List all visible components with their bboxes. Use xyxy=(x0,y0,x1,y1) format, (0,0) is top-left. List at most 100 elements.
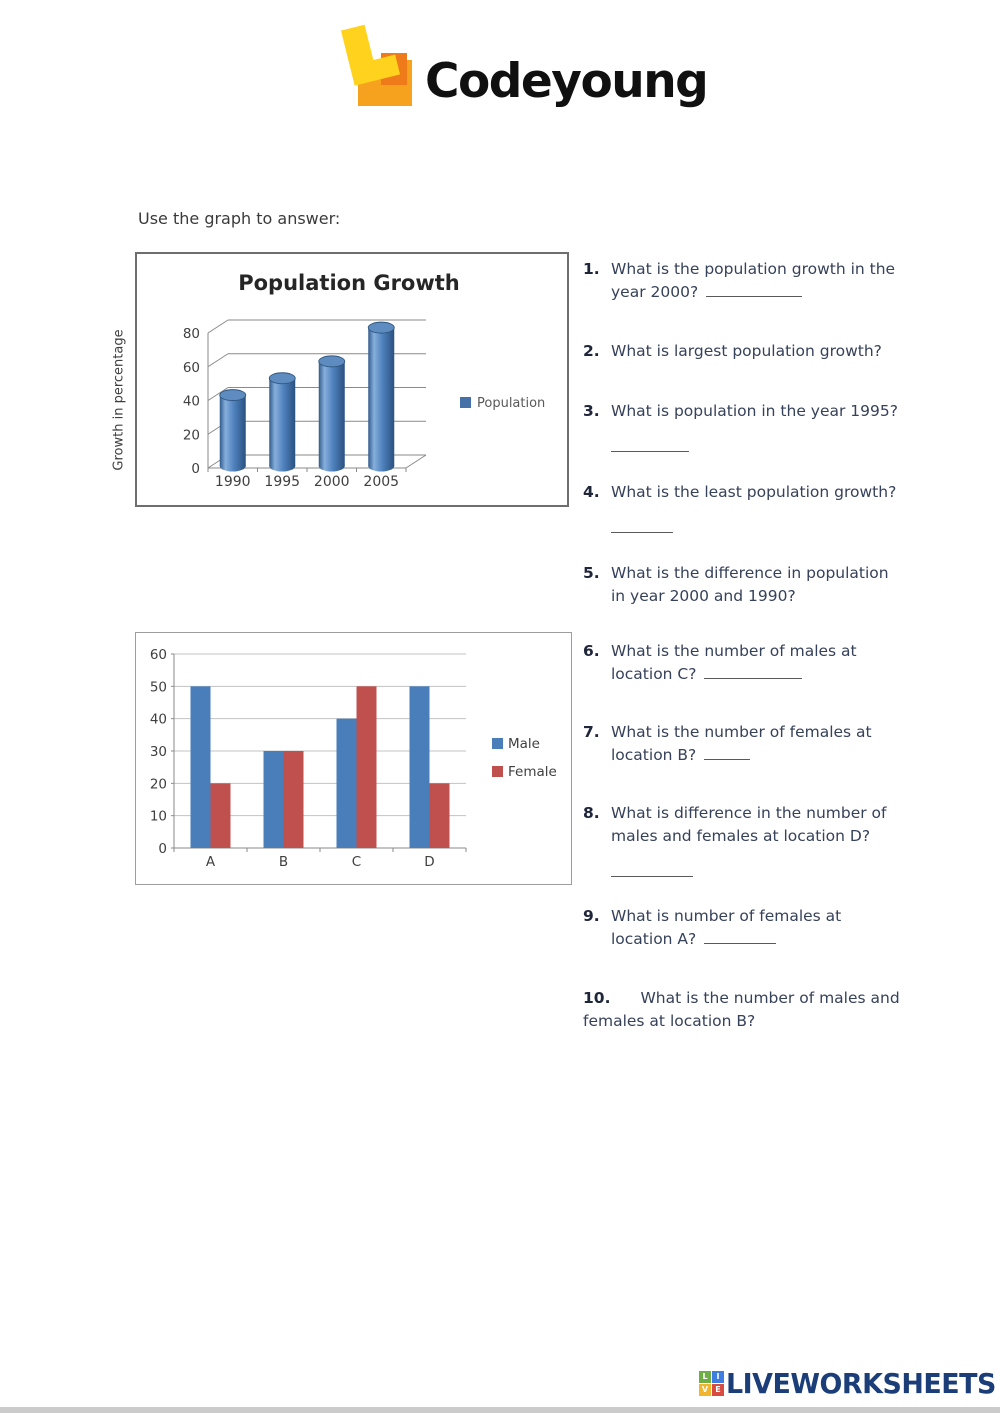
chart2-x-label: A xyxy=(206,854,216,870)
bar-female-A xyxy=(210,783,231,848)
answer-blank[interactable] xyxy=(704,746,751,760)
question-text: What is the number of males at xyxy=(611,642,857,660)
live-tile-i: I xyxy=(712,1371,724,1383)
svg-text:20: 20 xyxy=(150,776,167,792)
svg-text:Male: Male xyxy=(508,736,540,752)
question-item: 10. What is the number of males and female… xyxy=(583,987,900,1033)
chart1-legend: Population xyxy=(460,396,545,411)
question-text: location A? xyxy=(611,930,697,948)
question-text: What is number of females at xyxy=(611,907,842,925)
question-line: 6. What is the number of males at xyxy=(583,640,857,663)
svg-text:40: 40 xyxy=(150,712,167,728)
bar-male-D xyxy=(409,686,430,848)
question-line: males and females at location D? xyxy=(611,825,886,848)
svg-text:0: 0 xyxy=(158,841,167,857)
question-line: year 2000? xyxy=(611,281,895,304)
chart1-x-label: 1990 xyxy=(215,474,251,490)
bar-1990 xyxy=(219,389,247,472)
question-line: 10. What is the number of males and xyxy=(583,987,900,1010)
bar-male-A xyxy=(190,686,211,848)
svg-text:40: 40 xyxy=(183,394,200,410)
svg-text:Population: Population xyxy=(477,396,545,411)
male-female-chart-svg: 0 10 20 30 40 50 60 A B C D Male Female xyxy=(150,647,557,870)
svg-text:20: 20 xyxy=(183,427,200,443)
question-text: females at location B? xyxy=(583,1012,756,1030)
live-tile-v: V xyxy=(699,1384,711,1396)
question-number: 5. xyxy=(583,564,600,582)
question-line: location C? xyxy=(611,663,857,686)
question-line: in year 2000 and 1990? xyxy=(611,585,889,608)
liveworksheets-wordmark: LIVEWORKSHEETS xyxy=(726,1367,996,1400)
question-number: 4. xyxy=(583,483,600,501)
chart1-title: Population Growth xyxy=(238,271,460,295)
question-text: location C? xyxy=(611,665,697,683)
svg-text:10: 10 xyxy=(150,809,167,825)
question-line: 1. What is the population growth in the xyxy=(583,258,896,281)
question-item: 8. What is difference in the number of mal… xyxy=(583,802,887,878)
chart1-y-axis-label: Growth in percentage xyxy=(111,329,127,471)
question-line: females at location B? xyxy=(583,1010,900,1033)
question-item: 2. What is largest population growth? xyxy=(583,340,882,363)
chart1-bars xyxy=(219,321,395,472)
svg-text:80: 80 xyxy=(183,326,200,342)
chart1-gridlines: 0 20 40 60 80 xyxy=(183,319,427,477)
question-number: 9. xyxy=(583,907,600,925)
bar-female-C xyxy=(356,686,377,848)
question-text: What is difference in the number of xyxy=(611,804,887,822)
answer-blank[interactable] xyxy=(611,863,693,878)
svg-text:50: 50 xyxy=(150,679,167,695)
question-text: year 2000? xyxy=(611,283,699,301)
question-number: 3. xyxy=(583,402,600,420)
question-line: 2. What is largest population growth? xyxy=(583,340,882,363)
svg-text:60: 60 xyxy=(183,360,200,376)
question-line: 8. What is difference in the number of xyxy=(583,802,887,825)
question-item: 5. What is the difference in population in… xyxy=(583,562,889,608)
question-number: 6. xyxy=(583,642,600,660)
bar-male-C xyxy=(336,718,357,848)
chart2-x-label: C xyxy=(352,854,361,870)
question-item: 4. What is the least population growth? xyxy=(583,481,896,534)
answer-blank[interactable] xyxy=(611,438,689,453)
population-growth-chart-svg: Population Growth 0 20 40 60 80 1990 1995 2000 20… xyxy=(183,271,546,490)
brand-name: Codeyoung xyxy=(425,54,709,109)
chart1-x-label: 2005 xyxy=(363,474,399,490)
codeyoung-logo-icon xyxy=(345,20,417,108)
question-text: What is the difference in population xyxy=(611,564,889,582)
instruction-text: Use the graph to answer: xyxy=(138,209,341,228)
svg-text:0: 0 xyxy=(191,461,200,477)
question-item: 6. What is the number of males at location… xyxy=(583,640,857,686)
answer-blank[interactable] xyxy=(611,519,673,534)
question-text: males and females at location D? xyxy=(611,827,871,845)
chart2-gridlines: 0 10 20 30 40 50 60 xyxy=(150,647,467,857)
bar-2000 xyxy=(318,355,346,472)
answer-blank[interactable] xyxy=(706,283,803,297)
question-text: What is population in the year 1995? xyxy=(611,402,898,420)
svg-text:60: 60 xyxy=(150,647,167,663)
population-growth-chart: Population Growth 0 20 40 60 80 1990 1995 2000 20… xyxy=(135,252,569,507)
question-text: What is the number of females at xyxy=(611,723,872,741)
question-line: 9. What is number of females at xyxy=(583,905,842,928)
question-text: What is the population growth in the xyxy=(611,260,896,278)
question-number: 8. xyxy=(583,804,600,822)
question-line: 4. What is the least population growth? xyxy=(583,481,896,504)
chart2-legend: Male Female xyxy=(492,736,557,780)
chart2-bars xyxy=(190,686,450,848)
question-text: location B? xyxy=(611,746,697,764)
answer-blank[interactable] xyxy=(704,930,777,944)
question-number: 10. xyxy=(583,989,611,1007)
live-tile-e: E xyxy=(712,1384,724,1396)
question-item: 3. What is population in the year 1995? xyxy=(583,400,898,453)
bar-1995 xyxy=(268,372,296,472)
svg-text:Female: Female xyxy=(508,764,557,780)
question-line: 5. What is the difference in population xyxy=(583,562,889,585)
answer-blank[interactable] xyxy=(704,665,803,679)
bar-female-D xyxy=(429,783,450,848)
question-item: 7. What is the number of females at locati… xyxy=(583,721,872,767)
male-female-chart: 0 10 20 30 40 50 60 A B C D Male Female xyxy=(135,632,572,885)
question-number: 7. xyxy=(583,723,600,741)
bar-male-B xyxy=(263,751,284,848)
question-number: 2. xyxy=(583,342,600,360)
question-line: 7. What is the number of females at xyxy=(583,721,872,744)
